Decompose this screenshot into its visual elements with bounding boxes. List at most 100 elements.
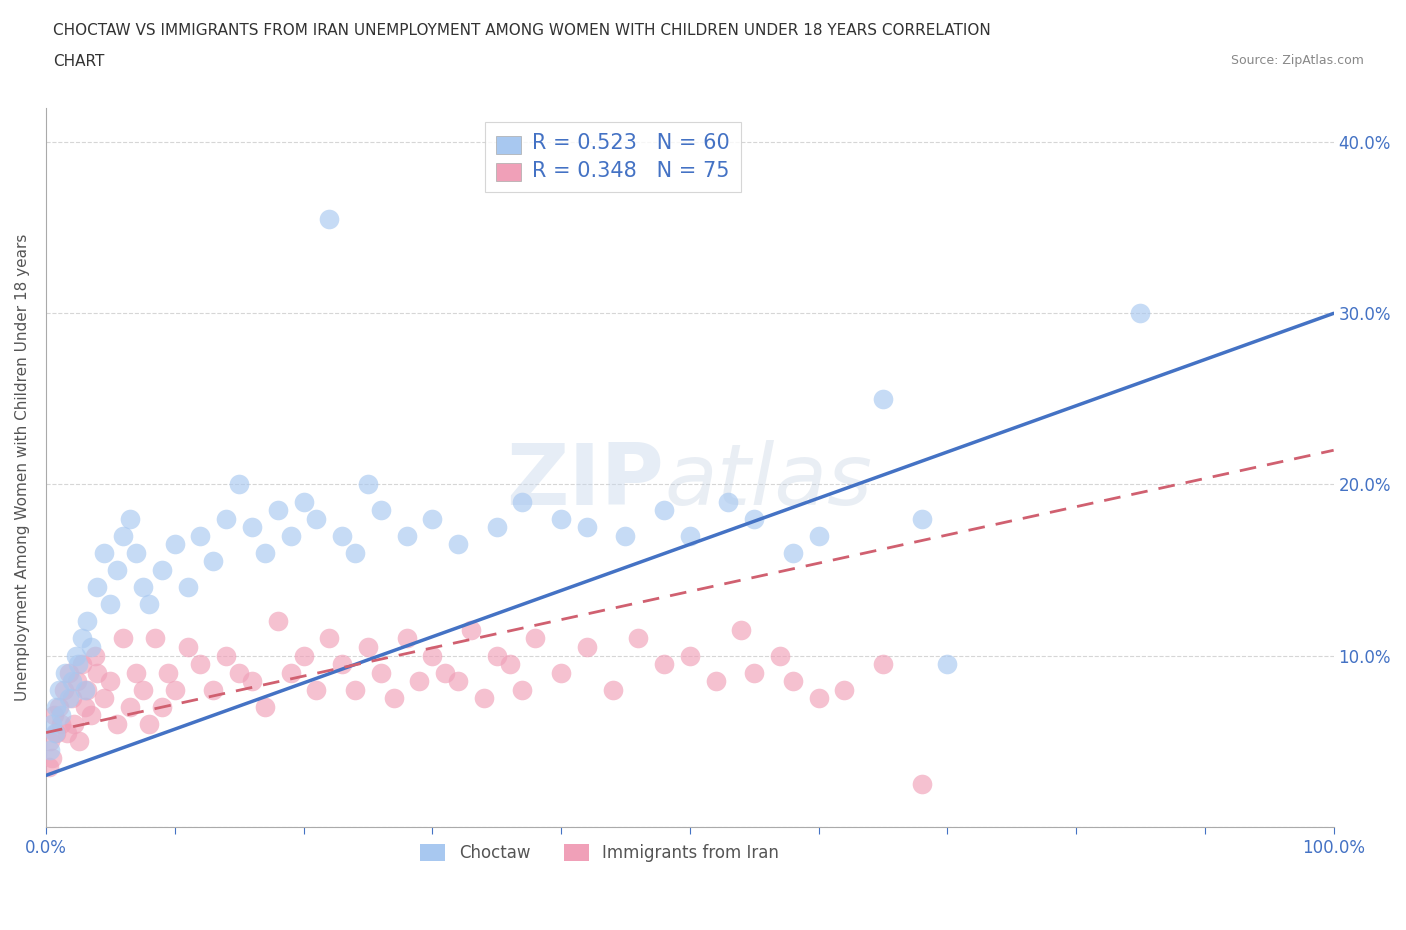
Point	[76, 683, 98, 698]
Point	[485, 648, 508, 663]
Point	[38, 742, 60, 757]
Point	[60, 674, 83, 689]
Point	[627, 631, 650, 646]
Point	[679, 528, 702, 543]
Point	[370, 665, 392, 680]
Point	[807, 691, 830, 706]
Point	[447, 674, 470, 689]
Point	[176, 640, 198, 655]
Point	[138, 717, 160, 732]
Point	[305, 683, 328, 698]
Point	[550, 512, 572, 526]
Point	[215, 512, 238, 526]
Point	[202, 554, 225, 569]
Point	[910, 512, 932, 526]
Point	[163, 683, 186, 698]
Point	[48, 683, 70, 698]
Point	[434, 665, 457, 680]
Point	[936, 657, 959, 671]
Point	[228, 665, 250, 680]
Point	[73, 699, 96, 714]
Point	[66, 674, 89, 689]
Point	[48, 699, 70, 714]
Point	[420, 512, 443, 526]
Point	[280, 665, 302, 680]
Point	[58, 691, 80, 706]
Point	[112, 631, 135, 646]
Point	[38, 760, 60, 775]
Point	[190, 528, 212, 543]
Point	[782, 674, 804, 689]
Point	[420, 648, 443, 663]
Point	[105, 563, 128, 578]
Point	[318, 212, 340, 227]
Point	[150, 563, 173, 578]
Point	[41, 717, 63, 732]
Point	[105, 717, 128, 732]
Point	[228, 477, 250, 492]
Point	[575, 520, 598, 535]
Text: ZIP: ZIP	[506, 440, 664, 524]
Point	[93, 691, 115, 706]
Point	[550, 665, 572, 680]
Point	[447, 537, 470, 551]
Point	[498, 657, 520, 671]
Point	[58, 665, 80, 680]
Point	[45, 699, 67, 714]
Point	[131, 683, 153, 698]
Point	[343, 546, 366, 561]
Point	[267, 614, 290, 629]
Point	[118, 512, 141, 526]
Point	[70, 657, 93, 671]
Y-axis label: Unemployment Among Women with Children Under 18 years: Unemployment Among Women with Children U…	[15, 233, 30, 701]
Point	[769, 648, 792, 663]
Point	[86, 579, 108, 594]
Point	[652, 657, 675, 671]
Point	[53, 683, 76, 698]
Point	[330, 528, 353, 543]
Point	[157, 665, 180, 680]
Text: atlas: atlas	[664, 440, 872, 524]
Point	[614, 528, 637, 543]
Point	[395, 631, 418, 646]
Point	[55, 725, 77, 740]
Point	[343, 683, 366, 698]
Point	[240, 520, 263, 535]
Point	[717, 494, 740, 509]
Point	[704, 674, 727, 689]
Point	[53, 665, 76, 680]
Point	[176, 579, 198, 594]
Point	[652, 503, 675, 518]
Point	[41, 751, 63, 765]
Point	[51, 717, 73, 732]
Point	[742, 512, 765, 526]
Point	[112, 528, 135, 543]
Point	[370, 503, 392, 518]
Point	[51, 708, 73, 723]
Point	[292, 494, 315, 509]
Point	[44, 725, 66, 740]
Point	[125, 665, 148, 680]
Point	[280, 528, 302, 543]
Point	[305, 512, 328, 526]
Point	[125, 546, 148, 561]
Point	[240, 674, 263, 689]
Point	[253, 699, 276, 714]
Text: CHART: CHART	[53, 54, 105, 69]
Point	[253, 546, 276, 561]
Point	[512, 494, 534, 509]
Point	[330, 657, 353, 671]
Point	[202, 683, 225, 698]
Point	[138, 597, 160, 612]
Point	[782, 546, 804, 561]
Point	[76, 614, 98, 629]
Point	[318, 631, 340, 646]
Point	[602, 683, 624, 698]
Point	[834, 683, 856, 698]
Point	[382, 691, 405, 706]
Text: Source: ZipAtlas.com: Source: ZipAtlas.com	[1230, 54, 1364, 67]
Point	[118, 699, 141, 714]
Point	[65, 648, 87, 663]
Point	[42, 708, 65, 723]
Point	[86, 665, 108, 680]
